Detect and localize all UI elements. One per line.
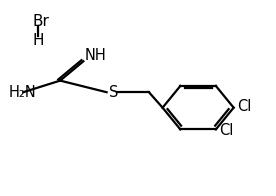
Text: NH: NH — [85, 48, 107, 63]
Text: Br: Br — [33, 14, 50, 29]
Text: H₂N: H₂N — [8, 85, 36, 100]
Text: Cl: Cl — [237, 99, 251, 114]
Text: H: H — [33, 33, 44, 48]
Text: Cl: Cl — [219, 123, 233, 138]
Text: S: S — [109, 85, 119, 100]
